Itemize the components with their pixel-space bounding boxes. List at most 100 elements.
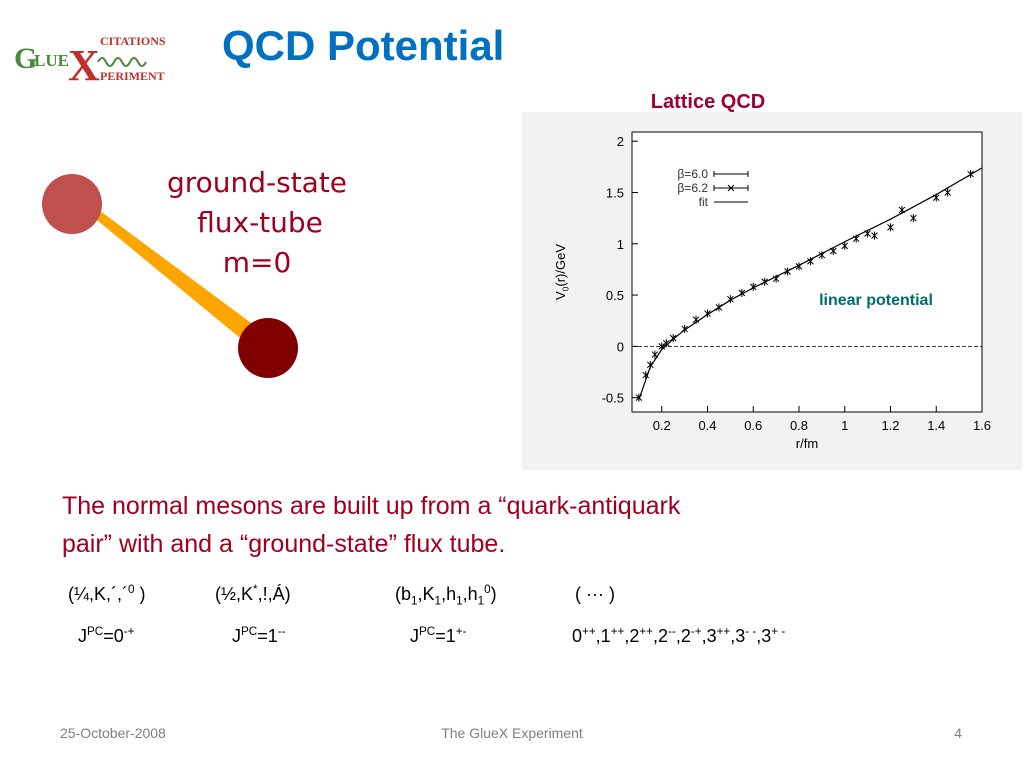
formula: (¼,K,´,´0 ) bbox=[68, 583, 146, 604]
logo-lue: LUE bbox=[34, 51, 69, 70]
x-tick-label: 1.6 bbox=[973, 418, 991, 433]
footer-date: 25-October-2008 bbox=[60, 725, 166, 741]
plot: 0.2 0.4 0.6 0.8 1 1.2 1.4 1.6 -0.5 0 0.5 1 1.5 2 r/fm V… bbox=[553, 131, 991, 451]
data-point bbox=[852, 234, 860, 243]
text-run: ,1 bbox=[596, 626, 611, 646]
formula: (½,K*,!,Á) bbox=[215, 583, 291, 604]
y-tick-label: 1 bbox=[617, 237, 624, 252]
x-tick-label: 0.6 bbox=[744, 418, 762, 433]
x-tick-label: 0.4 bbox=[698, 418, 716, 433]
script-run: -+ bbox=[124, 625, 135, 638]
text-run: =1 bbox=[257, 626, 278, 646]
data-point bbox=[738, 289, 746, 298]
data-point bbox=[727, 295, 734, 304]
data-point bbox=[669, 334, 677, 343]
script-run: ++ bbox=[717, 625, 731, 638]
formula: JPC=1-- bbox=[232, 625, 286, 646]
script-run: 1 bbox=[456, 595, 463, 608]
data-point bbox=[887, 223, 894, 232]
y-tick-label: -0.5 bbox=[602, 391, 624, 406]
content: ground-state flux-tube m=0 The normal meson… bbox=[60, 166, 962, 741]
script-run: 0 bbox=[484, 583, 491, 596]
slide-title: QCD Potential bbox=[222, 22, 504, 69]
plot-caption: Lattice QCD bbox=[651, 91, 765, 113]
text-run: =0 bbox=[103, 626, 124, 646]
text-run: ,h bbox=[463, 584, 478, 604]
data-point bbox=[749, 282, 757, 291]
script-run: 0 bbox=[560, 286, 570, 291]
data-point bbox=[795, 262, 803, 271]
script-run: ++ bbox=[639, 625, 653, 638]
body-text: The normal mesons are built up from a “q… bbox=[62, 492, 681, 520]
script-run: PC bbox=[241, 625, 257, 638]
data-point bbox=[967, 170, 974, 179]
data-point bbox=[658, 342, 666, 351]
text-run: (b bbox=[395, 584, 411, 604]
data-point bbox=[944, 188, 952, 197]
footer-page: 4 bbox=[954, 725, 962, 741]
logo-wave bbox=[97, 57, 147, 67]
formula: (b1,K1,h1,h10) bbox=[395, 583, 497, 608]
script-run: -+ bbox=[691, 625, 702, 638]
y-tick-label: 1.5 bbox=[606, 186, 624, 201]
text-run: ,2 bbox=[624, 626, 639, 646]
text-run: ,3 bbox=[756, 626, 771, 646]
data-point bbox=[681, 324, 688, 333]
data-point bbox=[784, 267, 791, 276]
text-run: ,h bbox=[441, 584, 456, 604]
text-run: ,3 bbox=[702, 626, 717, 646]
text-run: J bbox=[232, 626, 241, 646]
script-run: ++ bbox=[611, 625, 625, 638]
logo-g: G bbox=[14, 42, 37, 75]
text-run: J bbox=[78, 626, 87, 646]
x-tick-label: 0.2 bbox=[653, 418, 671, 433]
script-run: -- bbox=[278, 625, 286, 638]
legend-marker bbox=[727, 184, 735, 192]
data-point bbox=[871, 231, 878, 240]
text-run: ,2 bbox=[676, 626, 691, 646]
script-run: +- bbox=[456, 625, 467, 638]
script-run: PC bbox=[419, 625, 435, 638]
text-run: (½,K bbox=[215, 584, 253, 604]
script-run: 0 bbox=[128, 583, 135, 596]
script-run: + - bbox=[771, 625, 785, 638]
data-point bbox=[651, 350, 659, 359]
data-point bbox=[715, 303, 723, 312]
y-tick-label: 0.5 bbox=[606, 288, 624, 303]
script-run: 1 bbox=[411, 595, 418, 608]
text-run: ,!,Á) bbox=[258, 584, 291, 604]
flux-tube-label: ground-state bbox=[167, 166, 347, 199]
legend-label: fit bbox=[699, 195, 709, 209]
script-run: 1 bbox=[435, 595, 442, 608]
text-run: ) bbox=[491, 584, 497, 604]
legend-errorbar bbox=[713, 185, 749, 191]
data-point bbox=[864, 229, 871, 238]
script-run: * bbox=[253, 583, 258, 596]
script-run: -- bbox=[668, 625, 676, 638]
data-point bbox=[692, 315, 700, 324]
data-point bbox=[829, 246, 837, 255]
text-run: J bbox=[410, 626, 419, 646]
x-axis-label: r/fm bbox=[796, 436, 818, 451]
formula: 0++,1++,2++,2--,2-+,3++,3- -,3+ - bbox=[572, 625, 785, 646]
quark bbox=[42, 174, 102, 234]
body-text: pair” with and a “ground-state” flux tub… bbox=[62, 530, 505, 558]
legend-label: β=6.0 bbox=[677, 167, 708, 181]
data-point bbox=[704, 309, 711, 318]
data-point bbox=[761, 277, 769, 286]
x-tick-label: 0.8 bbox=[790, 418, 808, 433]
footer-center: The GlueX Experiment bbox=[441, 725, 583, 741]
legend-errorbar bbox=[713, 171, 749, 177]
text-run: ) bbox=[135, 584, 146, 604]
text-run: (¼,K,´,´ bbox=[68, 584, 128, 604]
data-point bbox=[898, 205, 906, 214]
text-run: ( ··· ) bbox=[575, 584, 615, 604]
y-tick-label: 0 bbox=[617, 339, 624, 354]
text-run: =1 bbox=[435, 626, 456, 646]
text-run: 0 bbox=[572, 626, 582, 646]
logo-citations: CITATIONS bbox=[100, 34, 166, 48]
flux-tube-graphic bbox=[42, 174, 298, 378]
data-point bbox=[841, 241, 849, 250]
logo: G LUE X CITATIONS PERIMENT bbox=[14, 34, 166, 90]
